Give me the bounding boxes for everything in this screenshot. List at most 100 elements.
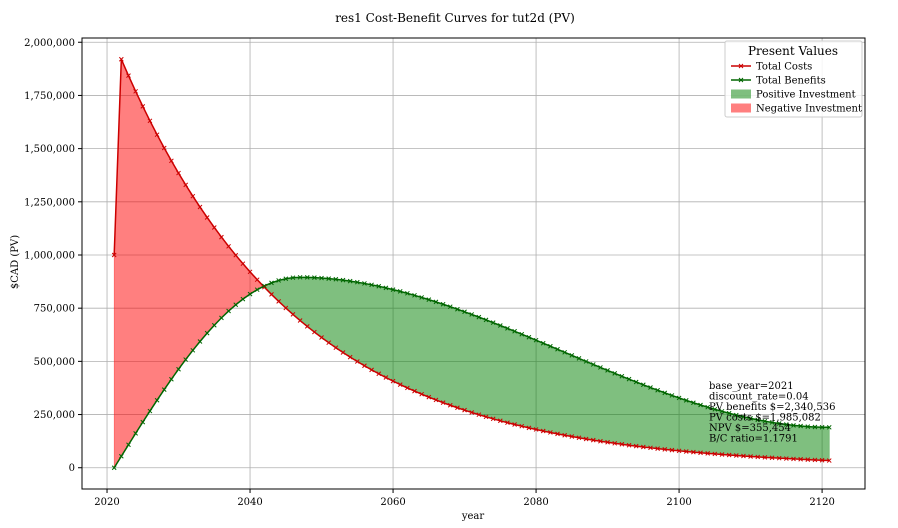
total-benefits-marker	[662, 390, 668, 396]
x-axis-ticks: 2020 2040 2060 2080 2100 2120	[94, 489, 835, 508]
total-costs-marker	[126, 73, 131, 78]
annotation-line: discount_rate=0.04	[709, 392, 809, 403]
total-benefits-marker	[533, 337, 539, 343]
chart-title: res1 Cost-Benefit Curves for tut2d (PV)	[335, 11, 575, 25]
total-costs-marker	[247, 269, 253, 275]
total-costs-marker	[240, 261, 246, 267]
total-benefits-marker	[548, 343, 553, 349]
annotation-line: base_year=2021	[709, 381, 794, 392]
total-costs-marker	[455, 405, 460, 411]
total-benefits-marker	[405, 290, 410, 296]
total-costs-marker	[612, 440, 618, 446]
total-benefits-marker	[261, 283, 267, 289]
total-costs-marker	[297, 318, 303, 323]
total-costs-marker	[555, 431, 560, 437]
x-tick-label: 2100	[666, 497, 691, 508]
y-tick-label: 1,750,000	[24, 91, 75, 102]
total-benefits-marker	[812, 424, 818, 430]
total-costs-marker	[619, 441, 625, 447]
total-benefits-marker	[147, 408, 153, 414]
total-benefits-marker	[819, 424, 825, 430]
total-benefits-marker	[648, 385, 653, 390]
total-benefits-marker	[505, 326, 510, 331]
total-benefits-marker	[462, 309, 467, 315]
total-costs-marker	[726, 452, 732, 458]
total-costs-marker	[583, 436, 589, 442]
total-costs-marker	[512, 422, 517, 427]
total-costs-marker	[383, 375, 389, 380]
total-costs-marker	[755, 454, 761, 460]
total-costs-marker	[462, 407, 467, 413]
total-benefits-marker	[176, 366, 181, 372]
total-benefits-marker	[519, 331, 525, 337]
total-costs-marker	[354, 359, 360, 364]
total-benefits-marker	[598, 365, 603, 370]
total-benefits-marker	[719, 408, 725, 414]
total-benefits-marker	[154, 397, 160, 403]
total-costs-marker	[304, 324, 310, 329]
total-benefits-marker	[397, 289, 403, 294]
x-tick-label: 2020	[94, 497, 119, 508]
total-benefits-marker	[633, 379, 639, 385]
total-benefits-marker	[540, 340, 546, 346]
total-benefits-marker	[376, 283, 382, 289]
total-benefits-marker	[691, 400, 696, 406]
total-costs-marker	[326, 340, 332, 346]
total-benefits-marker	[304, 275, 310, 280]
total-costs-marker	[283, 305, 289, 311]
total-benefits-marker	[590, 362, 596, 367]
total-costs-marker	[683, 449, 689, 454]
total-costs-marker	[447, 402, 453, 408]
total-costs-marker	[676, 448, 682, 454]
total-costs-marker	[490, 416, 496, 422]
total-benefits-marker	[676, 395, 682, 401]
y-tick-label: 750,000	[34, 304, 75, 315]
total-costs-marker	[540, 428, 546, 434]
series-markers	[111, 56, 832, 471]
total-benefits-marker	[326, 276, 332, 281]
y-tick-label: 1,000,000	[24, 250, 75, 261]
total-benefits-marker	[626, 376, 632, 382]
total-benefits-marker	[490, 320, 496, 326]
total-benefits-marker	[562, 349, 568, 355]
total-benefits-marker	[240, 296, 246, 302]
total-costs-marker	[562, 432, 568, 438]
total-benefits-marker	[612, 370, 618, 376]
total-costs-marker	[590, 437, 596, 443]
total-benefits-marker	[276, 278, 281, 283]
y-tick-label: 1,500,000	[24, 144, 75, 155]
total-benefits-marker	[798, 423, 803, 429]
total-costs-marker	[340, 350, 346, 355]
total-costs-marker	[397, 382, 403, 387]
total-benefits-marker	[183, 357, 189, 362]
total-costs-marker	[226, 243, 231, 249]
total-benefits-marker	[483, 317, 489, 323]
total-costs-marker	[519, 423, 525, 429]
total-costs-marker	[483, 414, 489, 420]
total-benefits-marker	[698, 402, 703, 408]
total-costs-marker	[154, 132, 160, 138]
total-benefits-marker	[369, 282, 374, 288]
total-costs-marker	[712, 451, 718, 457]
total-costs-marker	[133, 88, 138, 94]
total-costs-marker	[347, 354, 353, 360]
total-costs-marker	[505, 420, 510, 426]
total-costs-marker	[269, 292, 274, 297]
y-tick-label: 250,000	[34, 410, 75, 421]
total-costs-marker	[769, 455, 775, 461]
total-benefits-marker	[576, 356, 582, 361]
total-benefits-marker	[419, 295, 425, 300]
total-benefits-marker	[655, 387, 660, 393]
x-tick-label: 2040	[237, 497, 262, 508]
total-benefits-marker	[433, 299, 439, 305]
total-benefits-marker	[383, 285, 389, 291]
legend-box	[724, 40, 863, 118]
total-costs-marker	[369, 367, 374, 373]
total-costs-marker	[161, 145, 167, 151]
total-benefits-marker	[133, 431, 138, 436]
total-costs-marker	[433, 397, 439, 403]
total-costs-marker	[405, 385, 410, 391]
total-costs-marker	[812, 457, 818, 463]
